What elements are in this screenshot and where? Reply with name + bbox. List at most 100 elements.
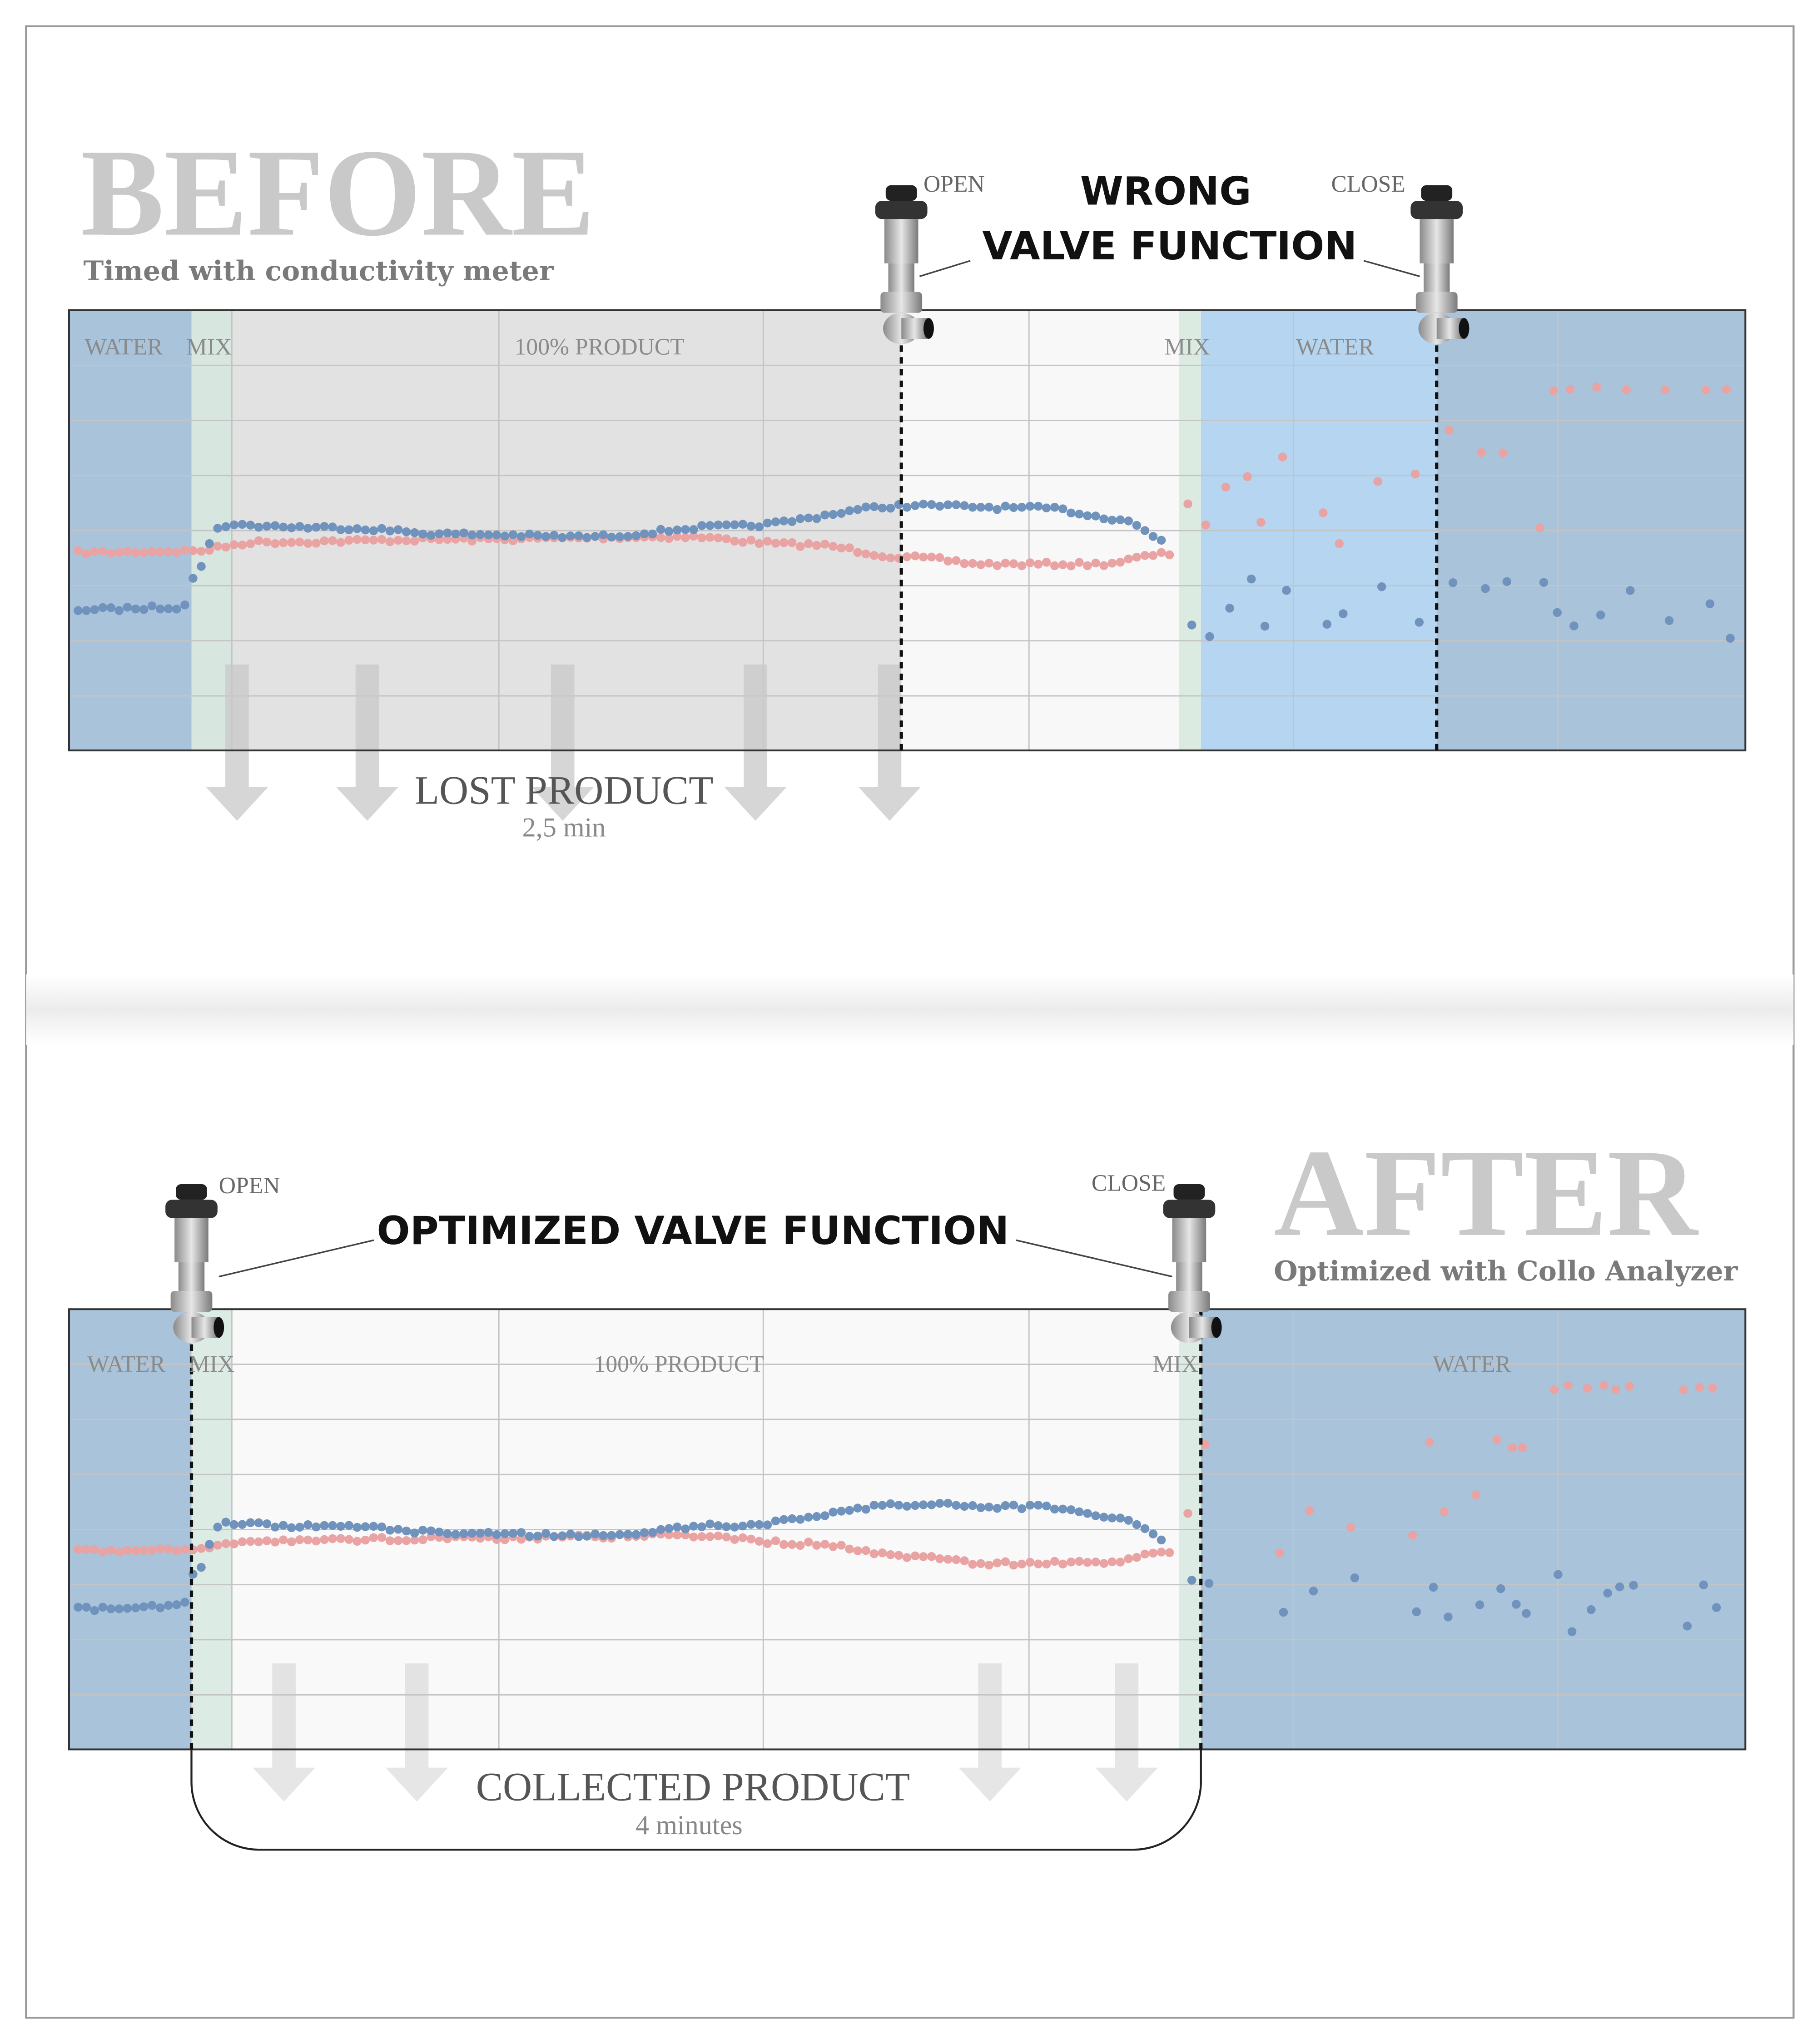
valve-body [1172,1218,1206,1263]
dot [1512,1600,1521,1609]
dot [131,1603,140,1612]
dot [1492,1435,1501,1444]
dot [582,533,591,542]
dot [738,520,748,529]
dot [262,537,272,547]
dot [1243,472,1252,481]
dot [1067,508,1076,518]
dot [656,533,665,542]
dot [344,536,353,545]
dot [1246,575,1256,584]
zone-label: WATER [1433,1351,1511,1377]
valve [1163,1184,1222,1343]
dot [1705,599,1715,609]
dot [229,1539,239,1548]
dot [320,1535,329,1544]
dot [910,501,920,510]
dot [664,527,674,536]
dot [328,522,337,531]
dot [246,521,255,530]
zone-label: WATER [1296,334,1375,360]
dot [1346,1523,1355,1532]
dot [918,1552,928,1561]
dot [1279,1607,1288,1617]
dot [853,1503,862,1513]
duration: 4 minutes [635,1810,743,1841]
dot [229,1520,239,1529]
valve-body [170,1291,213,1312]
dot [476,1528,485,1538]
dot [189,574,198,583]
dot [1683,1622,1692,1631]
dot [1318,508,1328,517]
dot [993,1558,1002,1568]
dot [393,536,403,545]
dot [705,1519,715,1528]
dot [1278,452,1287,461]
dot [270,1538,280,1547]
dot [254,536,263,545]
dot [952,1555,961,1564]
dot [328,536,337,545]
valve-body [880,292,923,313]
dot [82,1602,91,1612]
dot [221,522,230,531]
dot [443,528,452,538]
dot [722,1533,731,1542]
dot [829,542,838,551]
dot [993,505,1002,514]
dot [295,1535,304,1544]
dot [74,1602,83,1612]
dot [779,1515,789,1524]
dot [312,539,321,548]
dot [1050,1504,1059,1514]
dot [902,1502,912,1511]
dot [1157,1548,1166,1557]
dot [1083,1509,1092,1518]
dot [427,1526,436,1536]
dot [1339,609,1348,618]
panel-border [68,1308,1747,1751]
dot [599,530,608,540]
dot [722,520,731,530]
dot [106,603,116,612]
valve-body [1424,263,1450,292]
dot [1058,1504,1067,1514]
dot [98,1547,107,1557]
dot [164,604,173,613]
dot [361,1522,370,1531]
valve-body [884,219,918,263]
dot [1116,558,1125,567]
dot [968,503,977,512]
dot [623,532,633,541]
dot [1629,1581,1638,1590]
dot [869,1501,879,1510]
dot [377,524,387,533]
dot [763,1539,772,1548]
dot [402,536,411,546]
dot [533,531,542,540]
dot [1322,620,1332,629]
dot [1083,1558,1092,1567]
dot [984,1560,993,1570]
dot [787,1540,797,1549]
dot [902,1553,912,1562]
dot [1498,448,1508,457]
dot [1042,1559,1051,1569]
dot [869,502,879,511]
dot [164,1601,173,1610]
dot [467,1528,477,1538]
dot [976,503,985,512]
dot [1622,385,1631,395]
dot [238,1520,247,1529]
dot [147,1601,157,1610]
dot [1042,1501,1051,1511]
dot [270,539,280,548]
dot [820,1511,829,1520]
valve-port [1211,1317,1222,1338]
dot [82,550,91,559]
dot [1124,554,1133,564]
dot [935,553,944,562]
dot [714,1521,723,1530]
dot [738,1533,748,1543]
